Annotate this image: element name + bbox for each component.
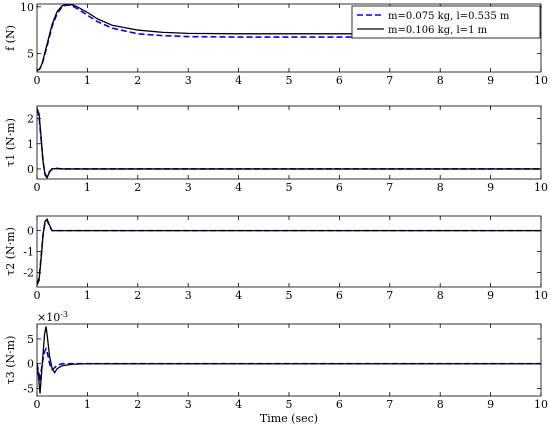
y-tick-label: 5	[27, 47, 34, 60]
y-axis-label: f (N)	[4, 25, 17, 51]
subplot-3: 0 1 2 3 4 5 6 7 8 9 10 -2 -1 0 τ2 (N·m)	[4, 215, 548, 302]
x-tick-label: 7	[386, 181, 393, 194]
legend-label: m=0.075 kg, l=0.535 m	[388, 11, 510, 22]
y-axis-label: τ3 (N·m)	[4, 336, 17, 385]
y-tick-label: 1	[27, 138, 34, 151]
x-tick-label: 0	[34, 289, 41, 302]
series-line-4-1	[37, 346, 541, 382]
y-exponent-power: -3	[60, 310, 68, 319]
x-tick-label: 4	[235, 289, 242, 302]
x-tick-label: 4	[235, 181, 242, 194]
series-line-1-1	[37, 4, 355, 71]
x-tick-label: 8	[437, 289, 444, 302]
x-tick-label: 5	[286, 398, 293, 411]
series-line-3-2	[37, 217, 541, 286]
x-tick-label: 1	[84, 74, 91, 87]
axes-frame	[36, 215, 542, 288]
x-tick-label: 2	[134, 398, 141, 411]
x-tick-label: 1	[84, 289, 91, 302]
x-tick-label: 9	[487, 398, 494, 411]
y-axis-label: τ2 (N·m)	[4, 227, 17, 276]
x-tick-label: 4	[235, 74, 242, 87]
x-tick-label: 8	[437, 398, 444, 411]
x-tick-label: 8	[437, 181, 444, 194]
x-tick-label: 0	[34, 181, 41, 194]
x-tick-label: 5	[286, 289, 293, 302]
y-tick-label: 0	[27, 225, 34, 238]
x-tick-label: 1	[84, 398, 91, 411]
x-tick-label: 6	[336, 181, 343, 194]
x-tick-label: 6	[336, 289, 343, 302]
y-tick-label: 10	[20, 1, 34, 14]
axes-frame	[36, 105, 542, 180]
x-tick-label: 8	[437, 74, 444, 87]
legend-label: m=0.106 kg, l=1 m	[388, 25, 488, 36]
subplot-2: 0 1 2 3 4 5 6 7 8 9 10 0 1 2 τ1 (N·m)	[4, 105, 548, 194]
x-tick-label: 3	[185, 289, 192, 302]
x-tick-label: 6	[336, 74, 343, 87]
x-tick-label: 7	[386, 398, 393, 411]
x-tick-label: 7	[386, 74, 393, 87]
x-tick-label: 10	[534, 74, 548, 87]
x-tick-label: 9	[487, 289, 494, 302]
x-tick-label: 6	[336, 398, 343, 411]
x-tick-label: 10	[534, 289, 548, 302]
y-tick-label: -1	[23, 246, 34, 259]
x-tick-label: 10	[534, 398, 548, 411]
legend: m=0.075 kg, l=0.535 m m=0.106 kg, l=1 m	[351, 5, 541, 39]
x-tick-label: 7	[386, 289, 393, 302]
x-tick-label: 9	[487, 181, 494, 194]
y-tick-label: 2	[27, 113, 34, 126]
y-tick-label: 5	[27, 333, 34, 346]
series-line-2-2	[37, 108, 541, 179]
x-tick-label: 0	[34, 74, 41, 87]
y-tick-label: -2	[23, 266, 34, 279]
x-axis-label: Time (sec)	[260, 412, 318, 425]
legend-box	[351, 5, 541, 39]
x-tick-label: 5	[286, 181, 293, 194]
y-axis-label: τ1 (N·m)	[4, 118, 17, 167]
axes-frame	[36, 323, 542, 397]
x-tick-label: 3	[185, 74, 192, 87]
x-tick-label: 4	[235, 398, 242, 411]
y-tick-label: 0	[27, 358, 34, 371]
x-tick-label: 1	[84, 181, 91, 194]
x-tick-label: 2	[134, 181, 141, 194]
y-exponent-label: ×10-3	[37, 310, 68, 324]
y-tick-label: -5	[23, 383, 34, 396]
x-tick-label: 10	[534, 181, 548, 194]
x-tick-label: 9	[487, 74, 494, 87]
x-tick-label: 2	[134, 74, 141, 87]
x-tick-label: 0	[34, 398, 41, 411]
x-tick-label: 2	[134, 289, 141, 302]
x-tick-label: 3	[185, 181, 192, 194]
y-tick-label: 0	[27, 163, 34, 176]
series-line-2-1	[37, 109, 541, 178]
series-line-4-2	[37, 326, 541, 394]
x-tick-label: 3	[185, 398, 192, 411]
series-line-3-1	[37, 218, 541, 284]
x-tick-label: 5	[286, 74, 293, 87]
